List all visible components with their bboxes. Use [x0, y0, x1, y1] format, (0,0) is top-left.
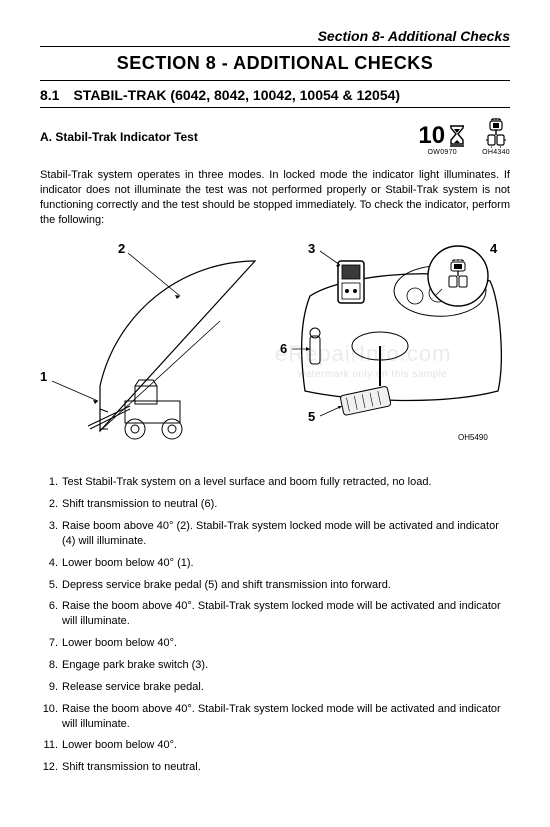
callout-2: 2	[118, 241, 125, 256]
subsection-number: 8.1	[40, 87, 59, 103]
time-value: 10	[418, 124, 445, 148]
steps-list: Test Stabil-Trak system on a level surfa…	[40, 475, 510, 775]
test-title: A. Stabil-Trak Indicator Test	[40, 130, 198, 144]
list-item: Raise the boom above 40°. Stabil-Trak sy…	[40, 702, 510, 732]
indicator-icon-group: OH4340	[482, 118, 510, 156]
list-item: Engage park brake switch (3).	[40, 658, 510, 673]
list-item: Shift transmission to neutral.	[40, 760, 510, 775]
hourglass-icon	[448, 124, 466, 148]
intro-paragraph: Stabil-Trak system operates in three mod…	[40, 168, 510, 227]
list-item: Release service brake pedal.	[40, 680, 510, 695]
diagram: 1 2 3 4 5 6 OH5490 eRepairInfo.com water…	[40, 241, 510, 461]
figure-code: OH5490	[458, 433, 488, 442]
list-item: Depress service brake pedal (5) and shif…	[40, 578, 510, 593]
list-item: Lower boom below 40°.	[40, 738, 510, 753]
page-title: SECTION 8 - ADDITIONAL CHECKS	[40, 53, 510, 81]
list-item: Raise boom above 40° (2). Stabil-Trak sy…	[40, 519, 510, 549]
section-header: Section 8- Additional Checks	[40, 28, 510, 47]
time-icon-group: 10 OW0970	[418, 124, 466, 156]
callout-5: 5	[308, 409, 315, 424]
code-oh4340: OH4340	[482, 149, 510, 156]
stabil-trak-icon	[483, 118, 509, 148]
list-item: Lower boom below 40° (1).	[40, 556, 510, 571]
subsection-heading: 8.1 STABIL-TRAK (6042, 8042, 10042, 1005…	[40, 87, 510, 108]
list-item: Shift transmission to neutral (6).	[40, 497, 510, 512]
list-item: Lower boom below 40°.	[40, 636, 510, 651]
callout-1: 1	[40, 369, 47, 384]
callout-4: 4	[490, 241, 497, 256]
subsection-text: STABIL-TRAK (6042, 8042, 10042, 10054 & …	[73, 87, 400, 103]
callout-6: 6	[280, 341, 287, 356]
list-item: Test Stabil-Trak system on a level surfa…	[40, 475, 510, 490]
list-item: Raise the boom above 40°. Stabil-Trak sy…	[40, 599, 510, 629]
icon-group: 10 OW0970 OH4340	[418, 118, 510, 156]
callout-3: 3	[308, 241, 315, 256]
test-heading-row: A. Stabil-Trak Indicator Test 10 OW0970	[40, 118, 510, 156]
code-ow0970: OW0970	[428, 149, 457, 156]
